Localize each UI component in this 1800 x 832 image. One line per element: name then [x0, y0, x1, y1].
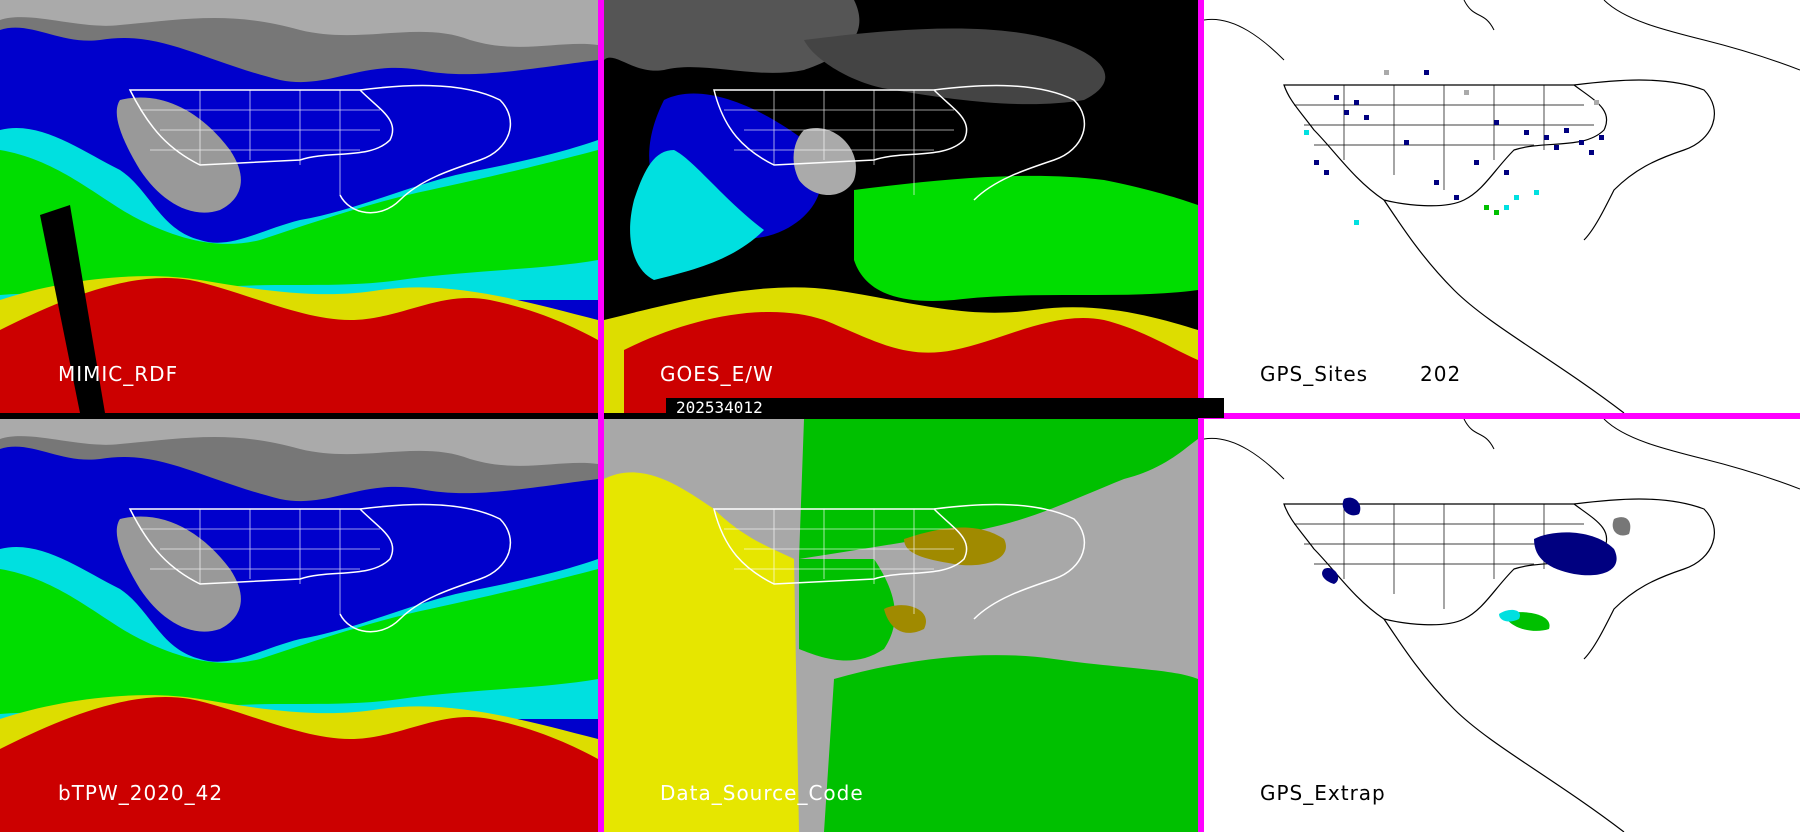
panel-label: Data_Source_Code — [660, 781, 864, 805]
gps-extrap-map — [1204, 419, 1800, 832]
panel-btpw: bTPW_2020_42 — [0, 419, 598, 832]
gps-sites-map — [1204, 0, 1800, 413]
moisture-map-mimic — [0, 0, 598, 413]
panel-gps-extrap: GPS_Extrap — [1204, 419, 1800, 832]
panel-label: bTPW_2020_42 — [58, 781, 224, 805]
panel-mimic-rdf: MIMIC_RDF — [0, 0, 598, 413]
panel-data-source: Data_Source_Code — [604, 419, 1198, 832]
panel-label: GPS_Sites — [1260, 362, 1369, 386]
separator-vertical-left — [598, 0, 604, 832]
moisture-map-goes — [604, 0, 1198, 413]
panel-label: GPS_Extrap — [1260, 781, 1386, 805]
separator-horizontal — [1204, 413, 1800, 419]
panel-gps-sites: GPS_Sites 202 — [1204, 0, 1800, 413]
moisture-map-btpw — [0, 419, 598, 832]
panel-goes-ew: GOES_E/W — [604, 0, 1198, 413]
gps-sites-count: 202 — [1420, 362, 1462, 386]
panel-label: GOES_E/W — [660, 362, 774, 386]
timestamp-bar: 202534012 — [666, 398, 1224, 418]
panel-label: MIMIC_RDF — [58, 362, 179, 386]
data-source-map — [604, 419, 1198, 832]
